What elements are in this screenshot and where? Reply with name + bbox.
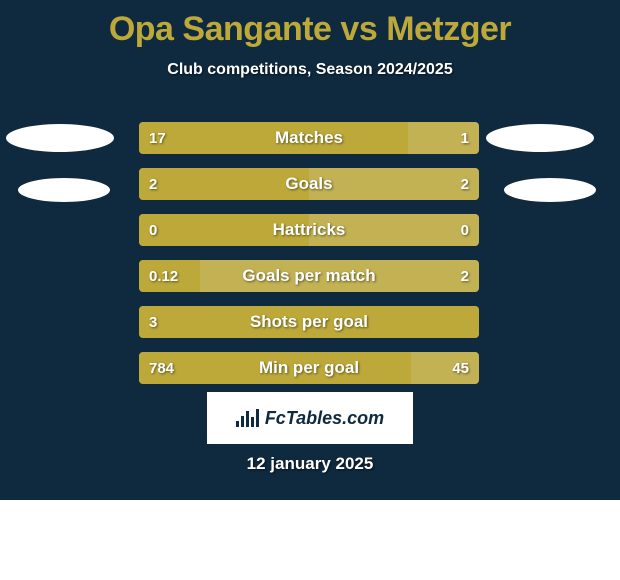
stat-bars: Matches171Goals22Hattricks00Goals per ma… xyxy=(139,122,479,398)
comparison-card: Opa Sangante vs Metzger Club competition… xyxy=(0,0,620,500)
stat-value-left: 0.12 xyxy=(139,260,188,292)
stat-row: Matches17 1 xyxy=(139,122,479,154)
stat-value-right xyxy=(459,306,479,338)
stat-value-left: 17 xyxy=(139,122,176,154)
stat-row: Goals2 2 xyxy=(139,168,479,200)
subtitle: Club competitions, Season 2024/2025 xyxy=(0,61,620,79)
stat-name: Goals per match xyxy=(139,260,479,292)
title: Opa Sangante vs Metzger xyxy=(0,10,620,49)
stat-value-left: 0 xyxy=(139,214,167,246)
stat-value-right: 0 xyxy=(451,214,479,246)
avatar-left-2 xyxy=(18,178,110,202)
stat-value-left: 784 xyxy=(139,352,184,384)
stat-name: Min per goal xyxy=(139,352,479,384)
stat-row: Min per goal784 45 xyxy=(139,352,479,384)
avatar-right-2 xyxy=(504,178,596,202)
stat-name: Hattricks xyxy=(139,214,479,246)
vs-text: vs xyxy=(340,10,377,48)
avatar-left-1 xyxy=(6,124,114,152)
player-b-name: Metzger xyxy=(386,10,511,48)
date-label: 12 january 2025 xyxy=(0,454,620,474)
avatar-right-1 xyxy=(486,124,594,152)
stat-value-left: 2 xyxy=(139,168,167,200)
branding-badge[interactable]: FcTables.com xyxy=(207,392,413,444)
stat-row: Goals per match0.12 2 xyxy=(139,260,479,292)
stat-name: Shots per goal xyxy=(139,306,479,338)
stat-value-right: 2 xyxy=(451,260,479,292)
stat-value-right: 1 xyxy=(451,122,479,154)
stat-row: Shots per goal3 xyxy=(139,306,479,338)
stat-value-right: 2 xyxy=(451,168,479,200)
stat-name: Goals xyxy=(139,168,479,200)
stat-value-left: 3 xyxy=(139,306,167,338)
player-a-name: Opa Sangante xyxy=(109,10,332,48)
stat-name: Matches xyxy=(139,122,479,154)
stat-value-right: 45 xyxy=(442,352,479,384)
branding-text: FcTables.com xyxy=(265,408,384,429)
bar-chart-icon xyxy=(236,409,259,427)
stat-row: Hattricks0 0 xyxy=(139,214,479,246)
